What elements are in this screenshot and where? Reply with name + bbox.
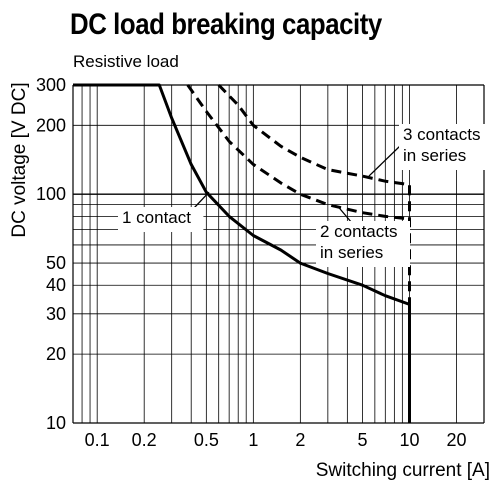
chart-title: DC load breaking capacity [70,8,382,41]
annotation-label-3: 3 contacts [403,125,481,144]
series-line-1 [73,83,411,423]
y-tick-label: 200 [36,115,66,135]
y-tick-label: 40 [46,275,66,295]
x-tick-label: 0.2 [132,430,157,450]
annotation-background-1 [118,207,204,232]
y-axis-label: DC voltage [V DC] [9,82,30,237]
y-tick-label: 50 [46,253,66,273]
chart-subtitle: Resistive load [73,52,179,71]
annotation-background-2 [316,221,410,267]
annotation-label-2: 2 contacts [320,222,398,241]
y-tick-label: 100 [36,184,66,204]
x-tick-label: 5 [357,430,367,450]
y-tick-label: 20 [46,344,66,364]
y-tick-label: 300 [36,75,66,95]
x-tick-label: 10 [399,430,419,450]
x-tick-label: 1 [248,430,258,450]
series-line-2 [186,84,410,221]
x-axis-label: Switching current [A] [316,460,490,481]
x-tick-label: 20 [446,430,466,450]
annotation-label-3: in series [403,146,466,165]
annotation-leader-3 [368,145,401,177]
annotation-background-3 [399,124,493,170]
series-line-3 [217,83,411,423]
series-layer [73,83,411,423]
annotation-label-2: in series [320,243,383,262]
annotation-leader-2 [337,206,353,224]
x-tick-label: 0.1 [85,430,110,450]
y-tick-label: 30 [46,304,66,324]
annotation-label-1: 1 contact [122,208,191,227]
annotation-layer: 1 contact 2 contacts in series 3 contacts in… [118,124,493,267]
y-tick-label: 10 [46,413,66,433]
x-tick-label: 2 [295,430,305,450]
x-tick-label: 0.5 [194,430,219,450]
